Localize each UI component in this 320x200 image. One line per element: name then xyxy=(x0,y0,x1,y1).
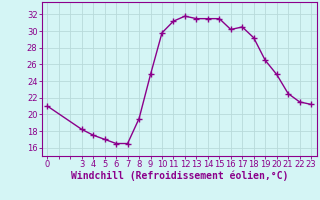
X-axis label: Windchill (Refroidissement éolien,°C): Windchill (Refroidissement éolien,°C) xyxy=(70,171,288,181)
